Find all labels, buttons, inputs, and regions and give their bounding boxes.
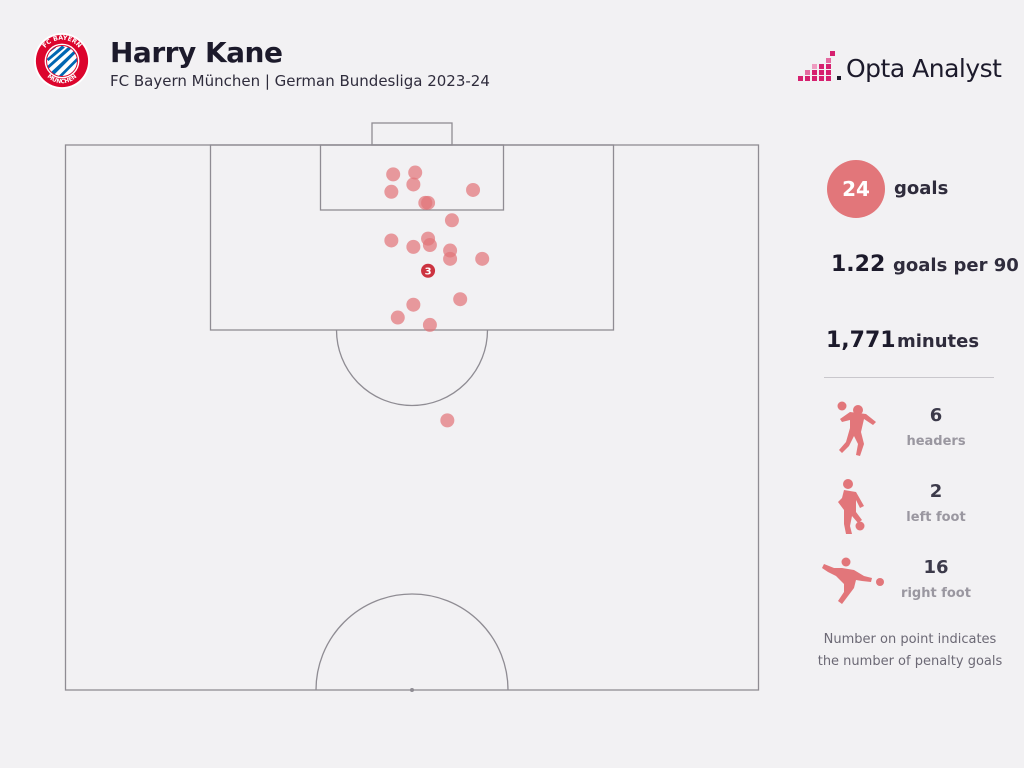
bayern-munich-badge: FC BAYERN MÜNCHEN xyxy=(33,32,91,90)
penalty-arc xyxy=(335,329,489,407)
goal-point xyxy=(384,233,399,248)
left-foot-player-icon xyxy=(838,479,865,534)
goal-point xyxy=(444,213,459,228)
goal-point xyxy=(421,231,436,246)
goal-point xyxy=(406,239,421,254)
goal-point xyxy=(440,413,455,428)
opta-analyst-logo-icon xyxy=(798,51,841,81)
goal-point xyxy=(475,251,490,266)
penalty-goals-count: 3 xyxy=(425,267,432,278)
left-foot-value: 2 xyxy=(929,481,943,502)
headers-label: headers xyxy=(906,434,966,449)
chart-subtitle: FC Bayern München | German Bundesliga 20… xyxy=(110,72,490,90)
brand-name: Opta Analyst xyxy=(846,54,1002,83)
goals-total-badge: 24 xyxy=(827,160,885,218)
centre-circle xyxy=(315,593,509,691)
goal-point xyxy=(466,182,481,197)
headers-value: 6 xyxy=(929,405,943,426)
goal-point xyxy=(406,177,421,192)
goals-per-90-value: 1.22 xyxy=(831,252,886,277)
goal-point xyxy=(453,292,468,307)
right-foot-value: 16 xyxy=(923,557,949,578)
goal-point xyxy=(443,251,458,266)
right-foot-player-icon xyxy=(822,557,884,604)
header-player-icon xyxy=(837,401,876,456)
minutes-value: 1,771 xyxy=(826,328,896,353)
penalty-footnote: Number on point indicates the number of … xyxy=(800,629,1020,673)
goal-point xyxy=(408,165,423,180)
pitch-outline xyxy=(64,144,760,691)
pitch-markings xyxy=(64,122,760,691)
goals-label: goals xyxy=(894,178,949,199)
footnote-line-1: Number on point indicates xyxy=(823,632,997,647)
penalty-goal-point xyxy=(421,263,436,278)
stats-divider xyxy=(824,377,994,378)
goals-per-90-label: goals per 90 xyxy=(893,255,1019,276)
centre-spot xyxy=(410,688,414,692)
goal-point xyxy=(422,317,437,332)
goal-point xyxy=(390,310,405,325)
player-name: Harry Kane xyxy=(110,36,283,69)
goal-point xyxy=(406,297,421,312)
left-foot-label: left foot xyxy=(906,510,966,525)
right-foot-label: right foot xyxy=(901,586,971,601)
goal-point xyxy=(421,195,436,210)
goal-point xyxy=(386,167,401,182)
goal-point xyxy=(384,184,399,199)
shot-points: 3 xyxy=(384,165,490,428)
svg-text:MÜNCHEN: MÜNCHEN xyxy=(46,74,79,86)
footnote-line-2: the number of penalty goals xyxy=(817,654,1003,669)
minutes-label: minutes xyxy=(897,331,980,352)
goal-frame xyxy=(371,122,453,146)
